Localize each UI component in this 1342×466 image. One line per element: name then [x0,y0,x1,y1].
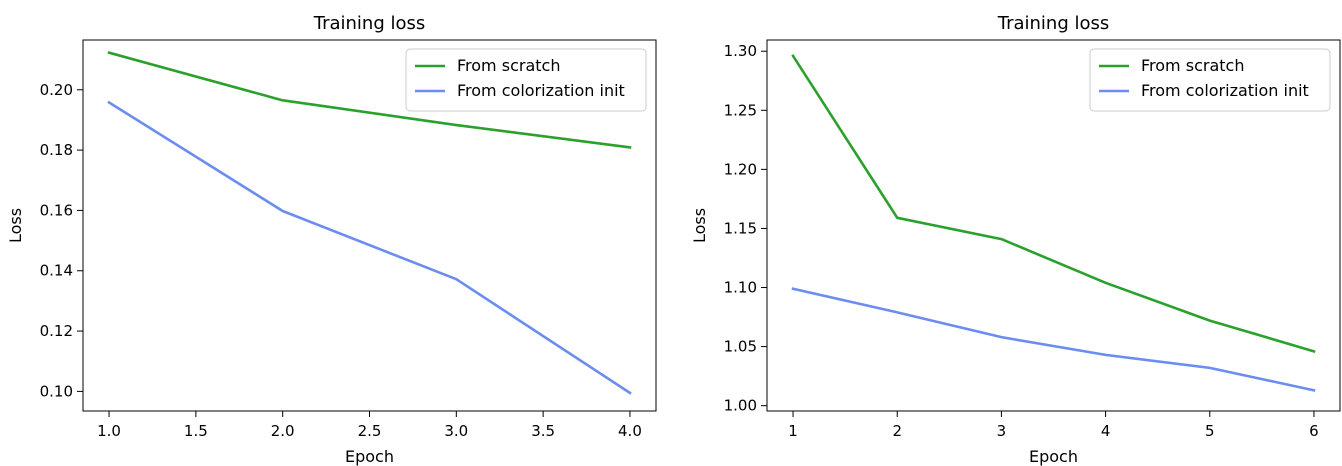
chart-1-legend: From scratch From colorization init [405,48,647,112]
chart-2-y-tick-label-7: 1.30 [724,42,757,60]
chart-1-series-2-line [107,100,632,395]
chart-1-legend-label-1: From scratch [457,56,560,75]
chart-1-y-tick-label-6: 0.20 [40,81,73,99]
chart-2-x-tick-label-5: 5 [1205,422,1215,440]
chart-2-x-tick-label-1: 1 [788,422,798,440]
chart-2-x-axis-label: Epoch [1029,447,1078,466]
chart-2-series-1-line [791,54,1316,353]
chart-2-x-tick-label-2: 2 [892,422,902,440]
chart-1-x-axis-label: Epoch [345,447,394,466]
chart-2-y-tick-label-1: 1.00 [724,397,757,415]
chart-2-series-2-line [791,287,1316,392]
chart-1-x-tick-label-1: 1.0 [97,422,121,440]
chart-1-x-tick-label-3: 2.0 [271,422,295,440]
chart-2-title: Training loss [997,13,1110,34]
chart-1-x-tick-label-4: 2.5 [358,422,382,440]
chart-2-x-tick-label-6: 6 [1309,422,1319,440]
chart-1-y-tick-label-5: 0.18 [40,141,73,159]
chart-1-x-tick-label-7: 4.0 [618,422,642,440]
chart-1-x-tick-label-6: 3.5 [531,422,555,440]
chart-2-y-tick-label-6: 1.25 [724,101,757,119]
chart-1-series-1-line [107,51,632,149]
chart-1-y-tick-label-1: 0.10 [40,382,73,400]
chart-1: Training loss 1.0 1.5 2.0 2.5 3.0 3.5 4.0 0.10 0.… [6,13,657,466]
chart-2-x-tick-label-4: 4 [1101,422,1111,440]
chart-2-y-tick-label-5: 1.20 [724,160,757,178]
chart-2-legend-label-2: From colorization init [1141,81,1309,100]
chart-2-axes-frame [766,39,1341,412]
chart-2-legend: From scratch From colorization init [1089,48,1331,112]
chart-1-legend-label-2: From colorization init [457,81,625,100]
chart-2-y-tick-label-3: 1.10 [724,279,757,297]
chart-2-y-tick-label-4: 1.15 [724,219,757,237]
chart-1-y-tick-label-2: 0.12 [40,322,73,340]
chart-1-legend-box [405,48,647,112]
chart-1-x-tick-label-5: 3.0 [444,422,468,440]
chart-2: Training loss 1 2 3 4 5 6 1.00 1.05 1.10 1.15 1.20 1… [690,13,1341,466]
chart-2-x-tick-label-3: 3 [997,422,1007,440]
chart-1-x-tick-label-2: 1.5 [184,422,208,440]
chart-1-y-axis-label: Loss [6,208,25,243]
chart-1-y-tick-label-4: 0.16 [40,201,73,219]
chart-1-y-tick-label-3: 0.14 [40,262,73,280]
chart-2-legend-label-1: From scratch [1141,56,1244,75]
chart-2-y-axis-label: Loss [690,208,709,243]
chart-2-legend-box [1089,48,1331,112]
chart-2-y-tick-label-2: 1.05 [724,338,757,356]
chart-1-title: Training loss [313,13,426,34]
